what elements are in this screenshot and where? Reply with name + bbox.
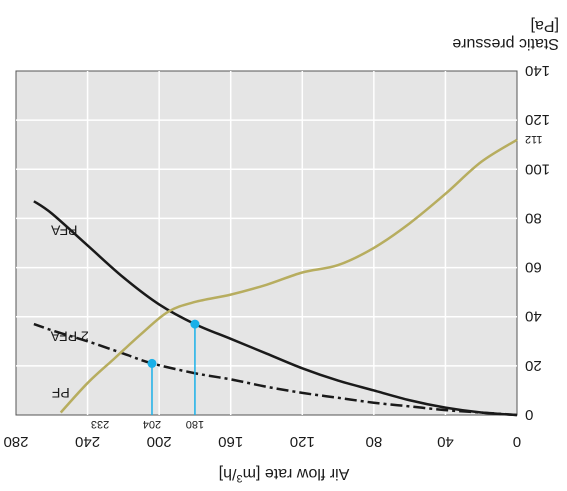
marker-value-label: 204: [143, 418, 161, 430]
y-tick-label: 40: [525, 308, 542, 325]
series-label: 2 PFA: [50, 328, 89, 344]
x-tick-label: 120: [290, 433, 315, 450]
x-tick-label: 80: [366, 433, 383, 450]
marker-value-label: 180: [186, 418, 204, 430]
x-tick-label: 280: [3, 433, 28, 450]
y-tick-label: 20: [525, 357, 542, 374]
grid-lines: [16, 71, 517, 415]
y-tick-label: 60: [525, 259, 542, 276]
axis-titles: Air flow rate [m3/h] Static pressure[Pa]: [219, 17, 559, 484]
y-tick-label: 0: [525, 406, 533, 423]
series-layer: PFA 2 PFA PF: [33, 138, 518, 417]
x-tick-label: 0: [513, 433, 521, 450]
x-tick-label: 40: [437, 433, 454, 450]
x-axis-title-end: /h]: [219, 465, 237, 482]
x-axis-title: Air flow rate [m3/h]: [219, 465, 350, 484]
y-tick-label: 120: [525, 111, 550, 128]
x-annotation-233: 233: [91, 418, 109, 430]
x-axis-title-superscript: 3: [236, 472, 242, 484]
y-annotation-112: 112: [525, 133, 543, 145]
y-axis-title-line2: [Pa]: [531, 17, 559, 34]
y-tick-label: 80: [525, 209, 542, 226]
series-line-pfa: [33, 200, 518, 417]
y-tick-label: 140: [525, 62, 550, 79]
series-label: PF: [52, 385, 70, 401]
x-tick-label: 160: [218, 433, 243, 450]
operating-point-marker: [147, 358, 157, 368]
x-tick-label: 200: [147, 433, 172, 450]
marker-layer: 180 204: [143, 319, 204, 430]
y-axis-title-line1: Static pressure: [452, 35, 559, 52]
operating-point-marker: [190, 319, 200, 329]
series-label: PFA: [50, 223, 77, 239]
y-tick-label: 100: [525, 160, 550, 177]
tick-labels: 0 40 80 120 160 200 240 280 0 20 40 60 80 100 120 140 23…: [3, 62, 550, 450]
x-tick-label: 240: [75, 433, 100, 450]
x-axis-title-main: Air flow rate [m: [243, 465, 350, 482]
plot-background: [15, 70, 518, 416]
series-line-pf: [59, 138, 518, 414]
chart-rotated-group: PFA 2 PFA PF 180 204 0 40 80 120 160 200 240 280 0 2…: [3, 17, 559, 484]
